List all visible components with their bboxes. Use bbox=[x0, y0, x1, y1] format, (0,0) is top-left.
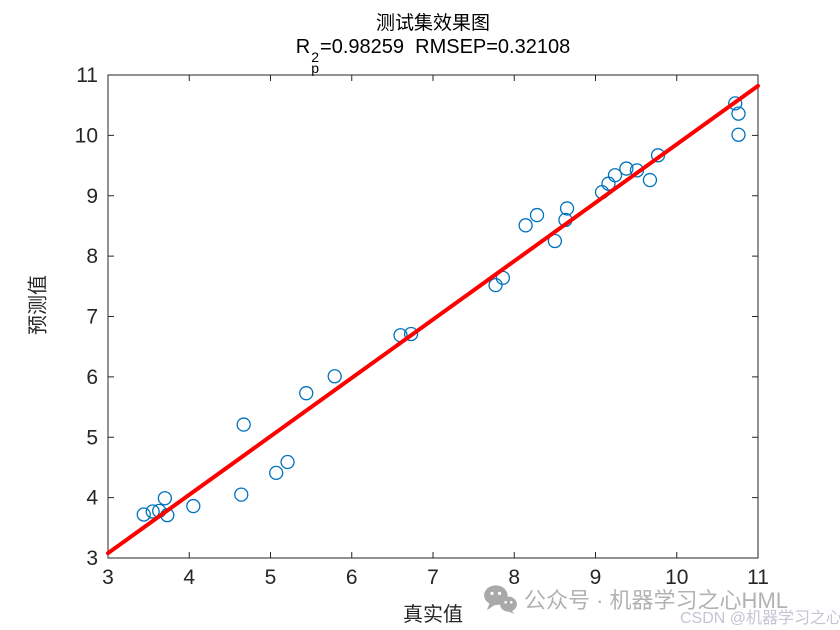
scatter-point bbox=[327, 369, 342, 384]
x-tick-label: 8 bbox=[508, 566, 520, 589]
scatter-point bbox=[403, 326, 419, 342]
scatter-point bbox=[488, 277, 503, 293]
scatter-point bbox=[145, 504, 160, 519]
scatter-point bbox=[299, 386, 314, 401]
watermark-text: 公众号 · 机器学习之心HML bbox=[524, 588, 789, 613]
y-axis-label: 预测值 bbox=[27, 275, 50, 335]
y-tick-label: 9 bbox=[86, 185, 98, 208]
r2-sup: 2 bbox=[311, 49, 320, 65]
y-tick-label: 6 bbox=[86, 366, 98, 389]
chart-subtitle: R 2 p =0.98259 RMSEP=0.32108 bbox=[108, 36, 758, 76]
scatter-point bbox=[136, 507, 151, 522]
x-tick-label: 5 bbox=[265, 566, 277, 589]
scatter-point bbox=[186, 498, 201, 514]
y-tick-label: 3 bbox=[86, 547, 98, 570]
y-tick-label: 11 bbox=[76, 64, 98, 87]
scatter-point bbox=[157, 491, 173, 506]
y-tick-label: 4 bbox=[86, 487, 98, 510]
watermark-line2: CSDN @机器学习之心 bbox=[680, 610, 840, 627]
scatter-point bbox=[529, 207, 545, 223]
scatter-point bbox=[518, 218, 533, 233]
y-tick-label: 7 bbox=[86, 306, 98, 329]
axes-box bbox=[107, 74, 759, 559]
y-tick-label: 8 bbox=[86, 245, 98, 268]
scatter-point bbox=[619, 161, 634, 176]
y-tick-label: 5 bbox=[86, 426, 98, 449]
x-tick-label: 3 bbox=[102, 566, 114, 589]
scatter-point bbox=[547, 233, 563, 249]
scatter-point bbox=[607, 168, 623, 183]
scatter-point bbox=[728, 96, 743, 111]
r2-sub: p bbox=[311, 60, 320, 76]
scatter-point bbox=[269, 465, 284, 481]
x-tick-label: 4 bbox=[183, 566, 195, 589]
scatter-point bbox=[731, 127, 746, 142]
scatter-point bbox=[236, 417, 251, 432]
x-tick-label: 11 bbox=[747, 566, 769, 589]
metrics-text: =0.98259 RMSEP=0.32108 bbox=[320, 36, 571, 58]
fit-line bbox=[106, 83, 760, 556]
chart-title: 测试集效果图 bbox=[375, 13, 490, 34]
scatter-point bbox=[234, 487, 249, 502]
x-tick-label: 6 bbox=[346, 566, 358, 589]
scatter-point bbox=[642, 172, 658, 188]
r2-symbol: R bbox=[295, 36, 311, 58]
y-tick-label: 10 bbox=[75, 124, 98, 147]
x-tick-label: 10 bbox=[665, 566, 688, 589]
scatter-point bbox=[280, 454, 295, 470]
wechat-icon bbox=[483, 584, 517, 614]
x-tick-label: 9 bbox=[590, 566, 602, 589]
scatter-point bbox=[559, 201, 575, 216]
x-tick-label: 7 bbox=[427, 566, 439, 589]
scatter-point bbox=[731, 106, 746, 121]
watermark-line1: 公众号 · 机器学习之心HML bbox=[483, 583, 788, 615]
x-axis-label: 真实值 bbox=[403, 604, 463, 626]
